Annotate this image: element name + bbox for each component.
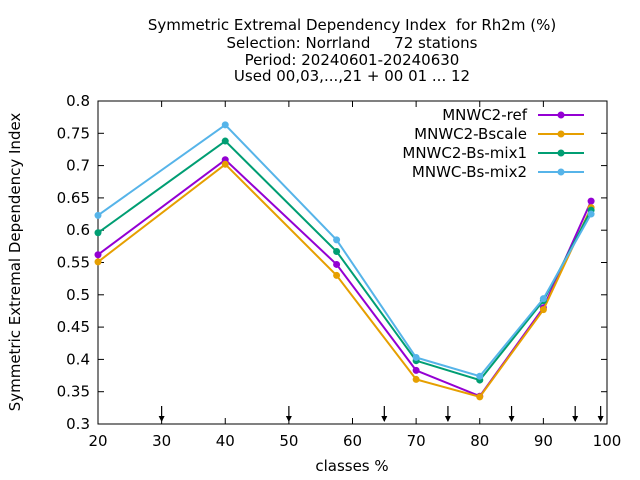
legend-swatch-point [557,111,565,119]
x-tick-label: 20 [88,432,107,450]
legend-swatch-point [557,149,565,157]
data-point [412,375,420,383]
data-point [587,210,595,218]
series-line-1 [97,158,593,398]
chart-title-line-1: Symmetric Extremal Dependency Index for … [147,16,557,34]
data-point [476,393,484,401]
data-point [333,248,341,256]
y-tick-label: 0.7 [66,157,90,175]
chart-title-line-4: Used 00,03,...,21 + 00 01 ... 12 [233,67,471,85]
data-point [94,229,102,237]
y-tick-label: 0.6 [66,221,90,239]
data-point [94,251,102,259]
x-tick-label: 90 [534,432,553,450]
arrow-marker-head [285,416,292,422]
x-tick-label: 40 [216,432,235,450]
x-tick-label: 100 [593,432,622,450]
series-lines [94,121,595,401]
data-point [221,137,229,145]
x-tick-label: 50 [279,432,298,450]
data-point [94,258,102,266]
x-tick-label: 60 [343,432,362,450]
legend-label: MNWC2-Bscale [414,125,527,143]
legend-label: MNWC-Bs-mix2 [412,163,527,181]
x-axis-label: classes % [315,457,388,475]
y-tick-label: 0.45 [57,318,90,336]
data-point [476,372,484,380]
y-tick-label: 0.75 [57,124,90,142]
data-point [412,353,420,361]
legend: MNWC2-refMNWC2-BscaleMNWC2-Bs-mix1MNWC-B… [402,106,584,181]
data-point [94,211,102,219]
data-point [333,271,341,279]
y-tick-label: 0.55 [57,254,90,272]
x-tick-label: 70 [407,432,426,450]
arrow-marker-head [158,416,165,422]
arrow-marker-head [508,416,515,422]
legend-label: MNWC2-ref [442,106,527,124]
legend-label: MNWC2-Bs-mix1 [402,144,527,162]
y-tick-label: 0.65 [57,189,90,207]
arrow-marker-head [572,416,579,422]
y-axis-label: Symmetric Extremal Dependency Index [6,113,24,412]
arrow-marker-head [597,416,604,422]
legend-swatch-point [557,168,565,176]
data-point [412,366,420,374]
data-point [333,236,341,244]
arrow-marker-head [444,416,451,422]
data-point [587,197,595,205]
data-point [221,160,229,168]
x-tick-label: 80 [470,432,489,450]
x-tick-label: 30 [152,432,171,450]
y-tick-label: 0.4 [66,350,90,368]
data-point [221,121,229,129]
data-point [333,260,341,268]
arrow-marker-head [381,416,388,422]
arrow-markers [158,406,604,422]
chart-title-line-3: Period: 20240601-20240630 [244,51,460,69]
data-point [539,306,547,314]
y-tick-label: 0.5 [66,286,90,304]
axis-ticks: 0.3 0.35 0.4 0.45 0.5 0.55 0.6 0.65 0.7 0.75 0.8 20… [57,92,622,450]
legend-swatch-point [557,130,565,138]
y-tick-label: 0.3 [66,415,90,433]
y-tick-label: 0.8 [66,92,90,110]
y-tick-label: 0.35 [57,383,90,401]
data-point [539,295,547,303]
chart-title-line-2: Selection: Norrland 72 stations [226,34,478,52]
